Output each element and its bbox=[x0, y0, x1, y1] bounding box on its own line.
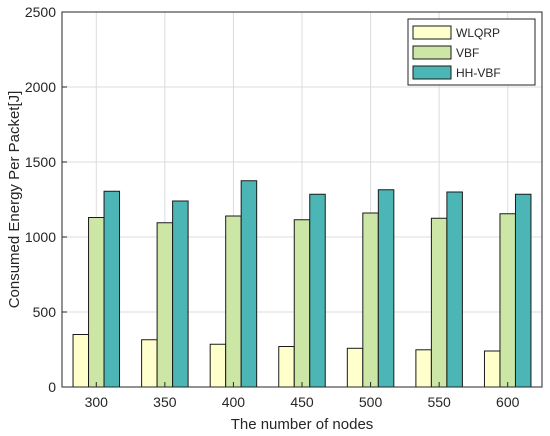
bars bbox=[72, 180, 532, 388]
bar-hh-vbf-350 bbox=[172, 200, 189, 388]
x-tick-labels: 300 350 400 450 500 550 600 bbox=[85, 394, 520, 410]
x-tick-label: 550 bbox=[427, 394, 451, 410]
legend-label-hh-vbf: HH-VBF bbox=[456, 66, 501, 80]
legend-swatch-hh-vbf bbox=[412, 65, 452, 80]
bar-hh-vbf-300 bbox=[103, 190, 121, 388]
y-tick-label: 1500 bbox=[25, 154, 56, 170]
y-tick-label: 1000 bbox=[25, 229, 56, 245]
bar-vbf-450 bbox=[293, 219, 311, 388]
bar-wlqrp-500 bbox=[346, 347, 364, 388]
legend-swatch-wlqrp bbox=[412, 25, 452, 40]
bar-vbf-300 bbox=[88, 217, 105, 388]
axis-ticks bbox=[62, 11, 509, 388]
y-tick-label: 2000 bbox=[25, 79, 56, 95]
x-tick-label: 350 bbox=[153, 394, 177, 410]
x-tick-label: 300 bbox=[85, 394, 109, 410]
bar-vbf-500 bbox=[362, 212, 379, 388]
x-tick-label: 500 bbox=[359, 394, 383, 410]
bar-vbf-400 bbox=[225, 215, 242, 388]
legend: WLQRP VBF HH-VBF bbox=[407, 18, 536, 86]
bar-hh-vbf-550 bbox=[446, 191, 463, 388]
bar-hh-vbf-400 bbox=[240, 180, 258, 388]
bar-hh-vbf-500 bbox=[377, 189, 395, 388]
bar-vbf-550 bbox=[430, 217, 448, 388]
bar-vbf-600 bbox=[499, 213, 516, 388]
bar-vbf-350 bbox=[156, 222, 174, 388]
x-tick-label: 600 bbox=[496, 394, 520, 410]
bar-wlqrp-300 bbox=[72, 334, 90, 388]
x-tick-label: 450 bbox=[290, 394, 314, 410]
bar-wlqrp-550 bbox=[415, 349, 432, 388]
bar-wlqrp-600 bbox=[483, 350, 501, 388]
legend-label-vbf: VBF bbox=[456, 46, 479, 60]
bar-wlqrp-350 bbox=[141, 339, 158, 388]
x-tick-label: 400 bbox=[222, 394, 246, 410]
bar-wlqrp-450 bbox=[278, 346, 295, 388]
y-tick-label: 500 bbox=[33, 304, 57, 320]
legend-swatch-vbf bbox=[412, 45, 452, 60]
y-tick-label: 2500 bbox=[25, 4, 56, 20]
legend-label-wlqrp: WLQRP bbox=[456, 26, 500, 40]
bar-wlqrp-400 bbox=[209, 343, 227, 388]
bar-hh-vbf-600 bbox=[514, 193, 532, 388]
y-axis-label: Consumed Energy Per Packet[J] bbox=[6, 91, 23, 309]
y-tick-labels: 0 500 1000 1500 2000 2500 bbox=[25, 4, 56, 395]
bar-hh-vbf-450 bbox=[309, 193, 326, 388]
y-tick-label: 0 bbox=[48, 379, 56, 395]
x-axis-label: The number of nodes bbox=[231, 416, 374, 433]
